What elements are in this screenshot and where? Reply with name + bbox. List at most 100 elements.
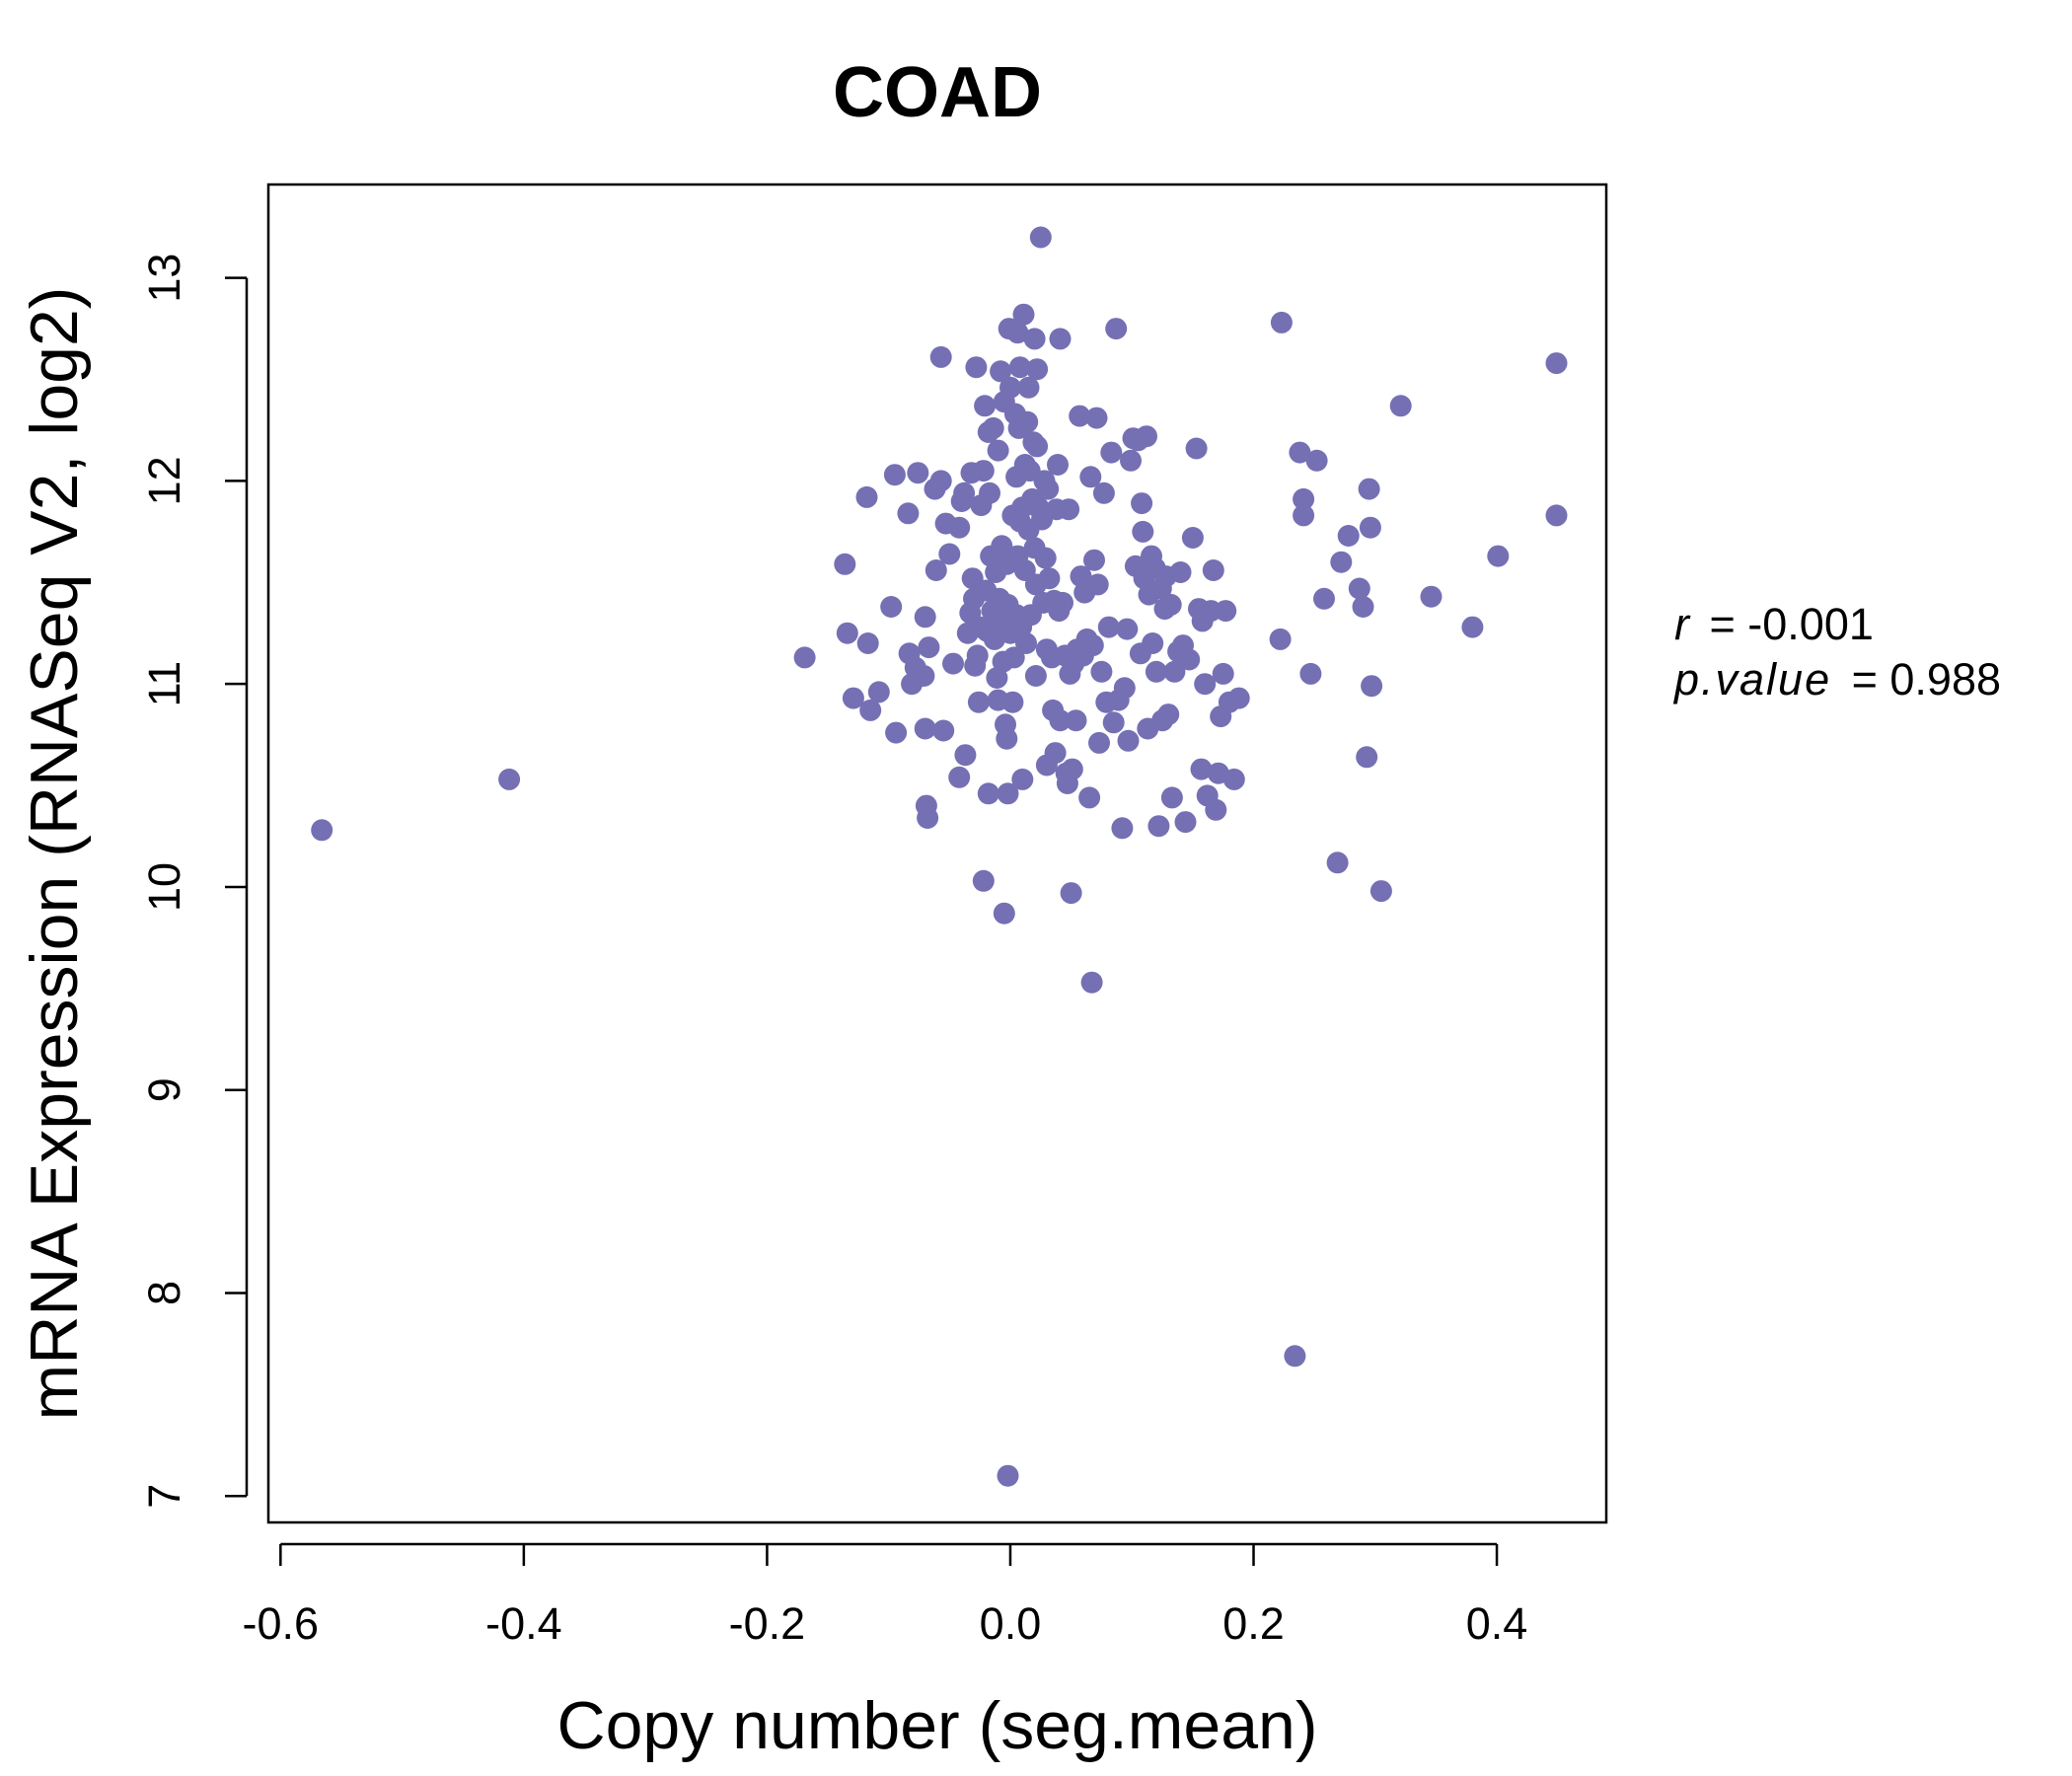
data-point [498,768,521,790]
data-point [834,553,856,575]
data-point [1190,758,1213,780]
data-point [1269,628,1292,650]
y-tick-label: 8 [139,1281,189,1305]
data-point [1545,504,1568,527]
data-point [954,744,977,767]
data-point [1361,675,1383,698]
data-point [1299,662,1322,685]
data-point [990,360,1012,383]
data-point [914,717,936,740]
data-point [925,559,947,581]
data-point [1159,593,1182,616]
data-point [1145,660,1167,683]
x-tick-label: -0.4 [485,1598,562,1649]
data-point [793,646,816,669]
data-point [1016,410,1039,433]
data-point [1026,435,1049,458]
data-point [1023,328,1046,350]
plot-frame [266,183,1608,1524]
data-point [1047,454,1069,476]
data-point [1174,811,1197,834]
data-point [1120,449,1142,472]
x-tick-label: 0.0 [980,1598,1042,1649]
data-point [1147,815,1170,838]
data-point [997,782,1019,805]
data-point [859,699,882,721]
data-point [1284,1345,1306,1368]
data-point [948,766,971,788]
data-point [938,543,961,565]
x-tick-label: -0.2 [729,1598,806,1649]
data-point [1313,587,1335,610]
data-point [1011,768,1034,790]
data-point [972,869,995,892]
data-point [1117,729,1140,752]
data-point [1061,758,1083,780]
data-point [885,721,908,744]
data-point [897,502,920,525]
data-point [1352,596,1374,618]
data-point [1088,731,1110,754]
data-point [1359,516,1381,539]
data-point [1215,600,1237,623]
data-point [1185,437,1208,460]
y-tick-label: 9 [139,1077,189,1102]
data-point [967,691,990,713]
x-tick-label: 0.4 [1466,1598,1528,1649]
data-point [311,819,333,842]
data-point [856,632,879,654]
data-point [1102,711,1125,734]
data-point [974,395,997,417]
data-point [917,807,939,829]
data-point [836,622,858,644]
data-point [1049,328,1072,350]
data-point [1008,356,1031,379]
data-point [1358,478,1380,500]
data-point [1026,358,1049,381]
p-value: = 0.988 [1852,654,2001,704]
data-point [972,460,995,482]
data-point [1001,691,1024,713]
data-point [1029,226,1052,249]
data-point [982,416,1004,439]
data-point [1420,585,1443,608]
data-point [1069,405,1091,427]
data-point [1131,492,1153,515]
y-tick-label: 12 [139,456,189,505]
data-point [907,462,929,484]
data-point [1305,449,1328,472]
data-point [1078,786,1101,809]
data-point [1052,591,1073,614]
data-point [1090,660,1113,683]
data-point [1202,559,1224,581]
data-point [966,644,989,667]
data-point [996,727,1018,750]
data-point [948,516,971,539]
data-point [1083,549,1105,571]
svg-text:r = -0.001: r = -0.001 [1674,599,1874,649]
r-value: = -0.001 [1710,599,1874,649]
data-point [1178,648,1201,671]
data-point [1289,441,1311,464]
data-point [1097,616,1120,638]
data-point [953,481,976,504]
data-point [1116,618,1139,640]
data-point [1205,798,1227,821]
data-point [997,1464,1019,1487]
y-tick-label: 7 [139,1484,189,1509]
data-point [1060,882,1082,905]
p-label: p.value [1672,654,1831,704]
data-point [918,636,940,659]
data-point [1012,303,1035,326]
data-point [1049,709,1072,732]
stats-annotation: r = -0.001 p.value = 0.988 [1672,599,2001,704]
data-point [977,782,999,805]
data-point [1348,577,1370,600]
data-point [1002,646,1025,669]
data-point [1293,504,1315,527]
data-point [1293,487,1315,510]
data-point [942,652,964,675]
data-point [1545,352,1568,375]
data-point [1092,481,1115,504]
data-point [1044,742,1067,765]
